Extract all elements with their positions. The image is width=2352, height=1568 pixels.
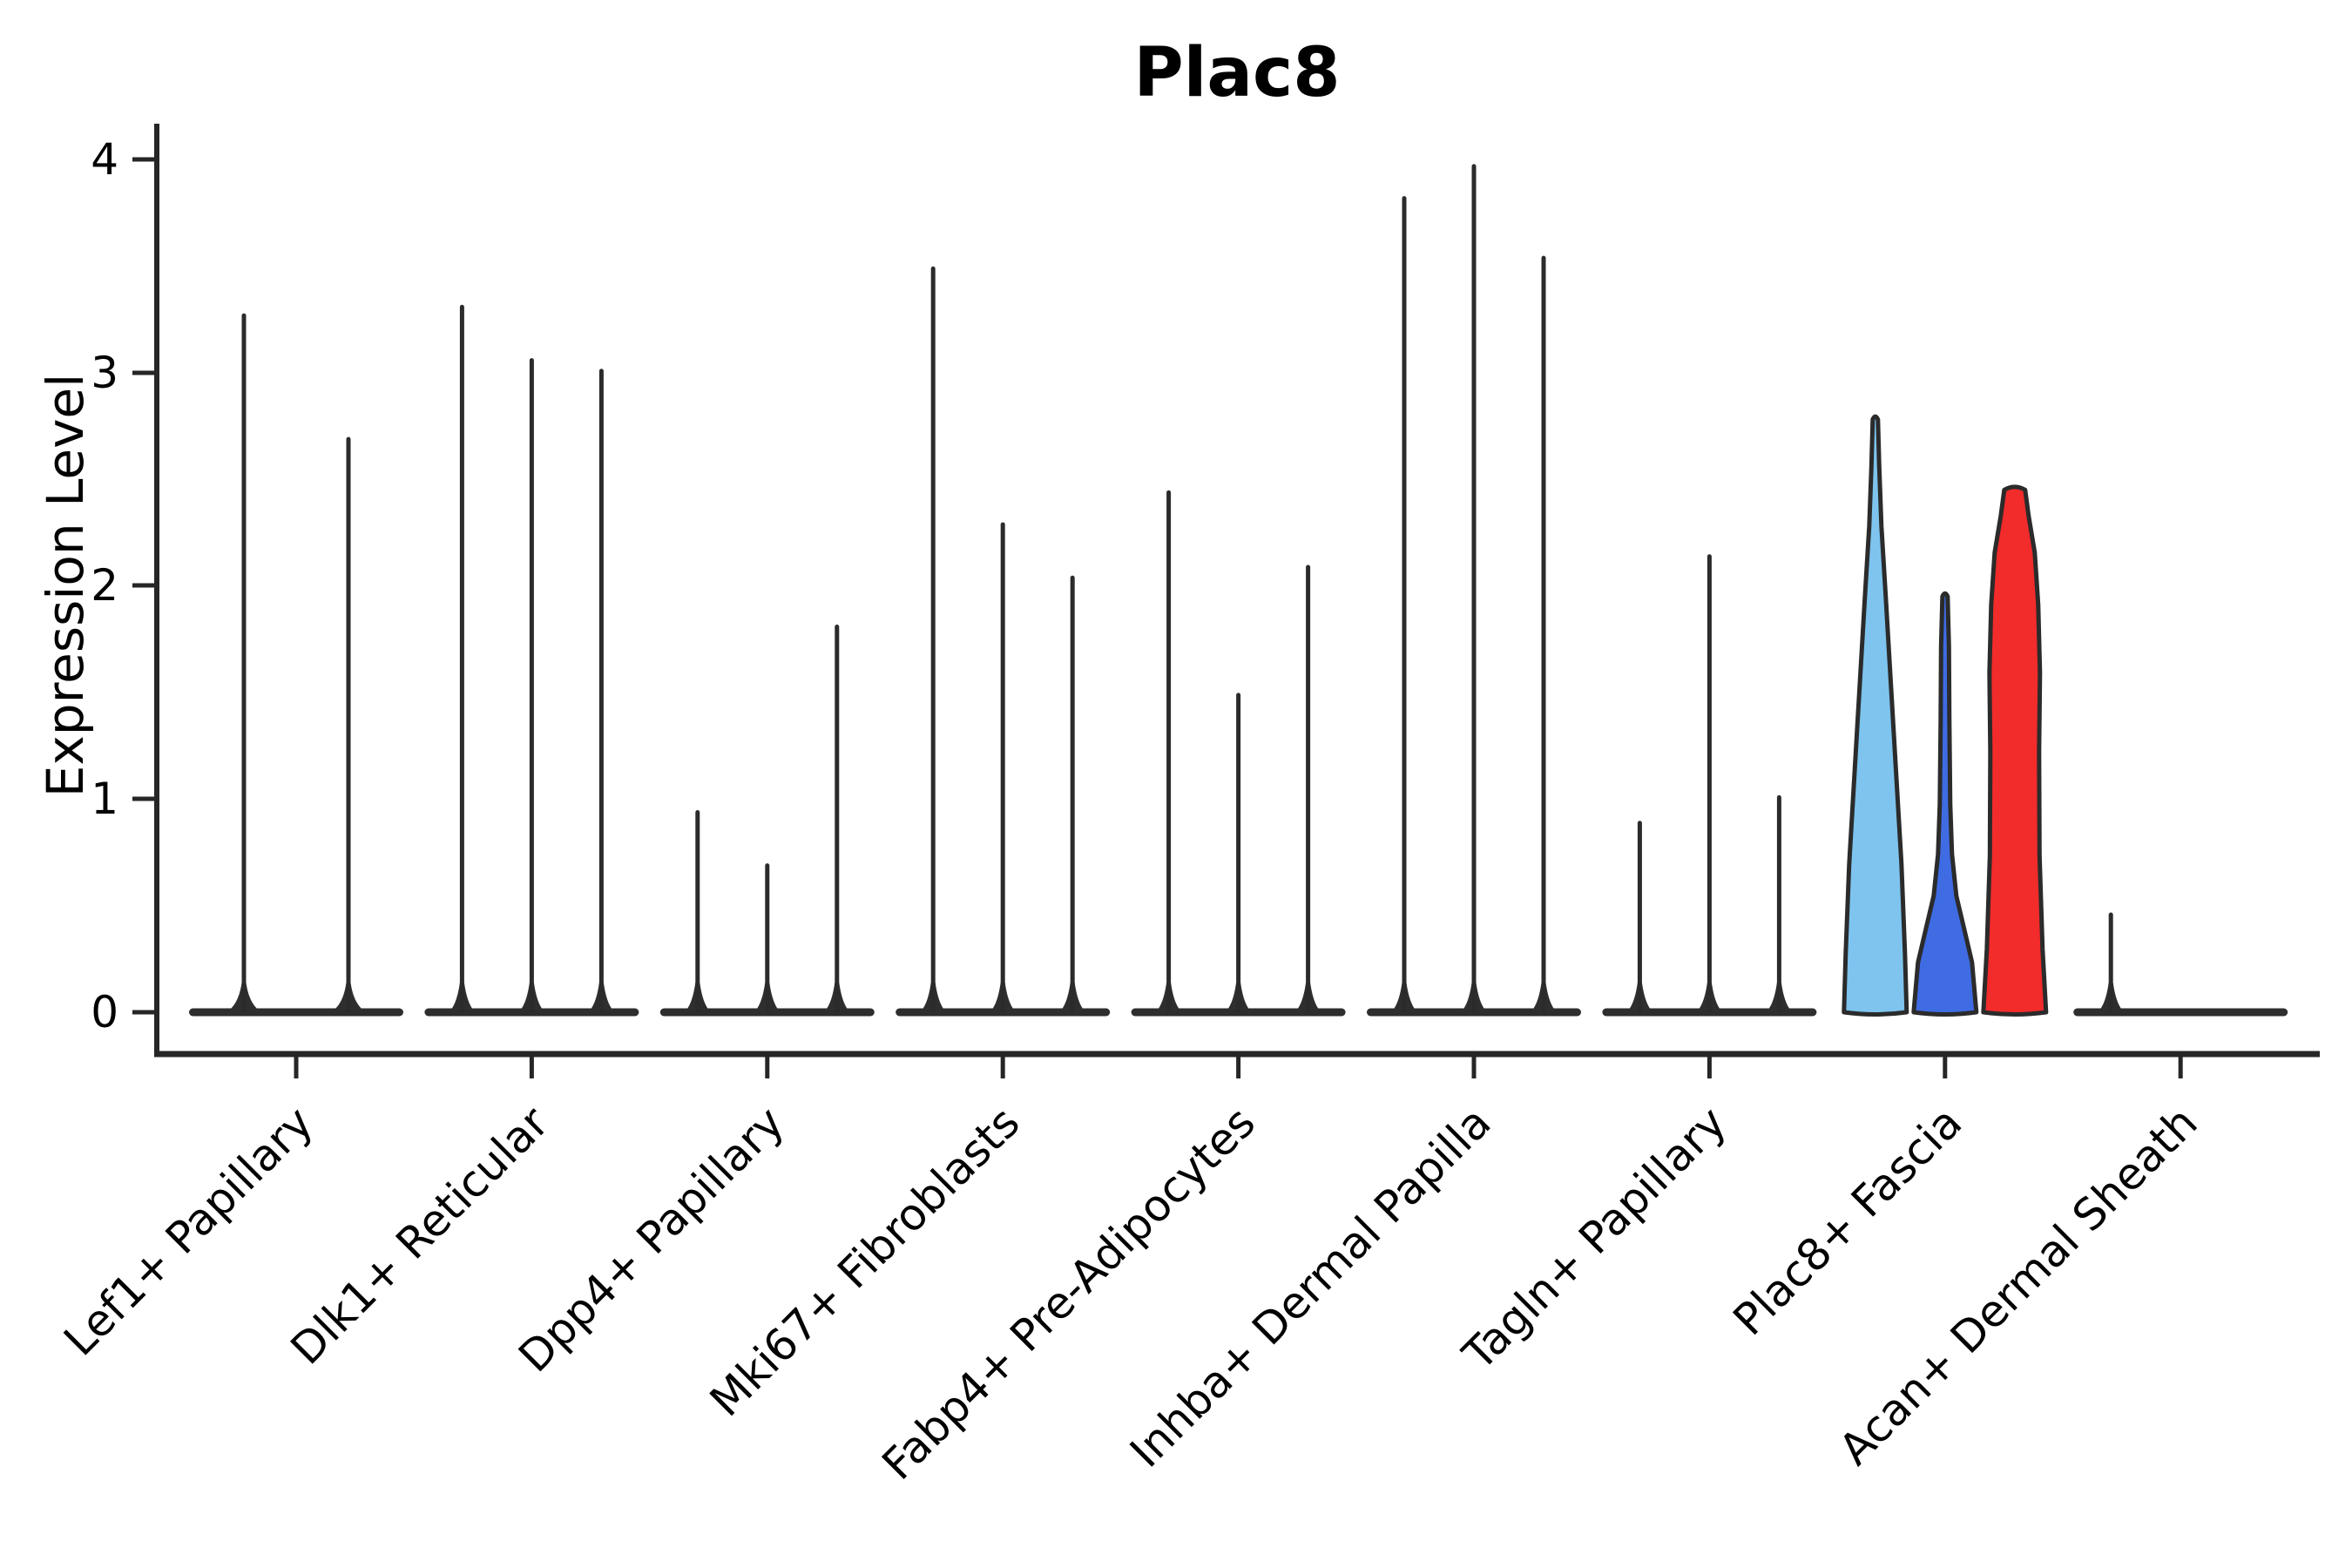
violin-base-band — [189, 1008, 403, 1017]
x-tick-label: Tagln+ Papillary — [1453, 1097, 1736, 1380]
highlight-violin — [1842, 414, 1909, 1017]
y-tick-marks — [132, 157, 155, 1015]
x-tick-label: Fabp4+ Pre-Adipocytes — [873, 1097, 1266, 1490]
x-tick-label: Plac8+ Fascia — [1724, 1097, 1972, 1345]
y-tick-label: 0 — [91, 987, 118, 1037]
highlight-violin — [1981, 484, 2049, 1017]
y-tick-label: 2 — [91, 560, 118, 611]
chart-title: Plac8 — [1133, 34, 1340, 112]
x-tick-marks — [294, 1054, 2183, 1078]
violins-layer — [189, 164, 2288, 1017]
y-tick-labels: 0 1 2 3 4 — [91, 134, 118, 1037]
y-tick-label: 4 — [91, 134, 118, 185]
y-tick-label: 1 — [91, 774, 118, 824]
y-axis-label: Expression Level — [36, 374, 95, 797]
x-tick-label: Lef1+ Papillary — [54, 1097, 322, 1365]
x-tick-label: Dlk1+ Reticular — [281, 1097, 558, 1374]
highlight-violin — [1911, 591, 1979, 1017]
violin-base-band — [2073, 1008, 2288, 1017]
y-tick-label: 3 — [91, 348, 118, 398]
